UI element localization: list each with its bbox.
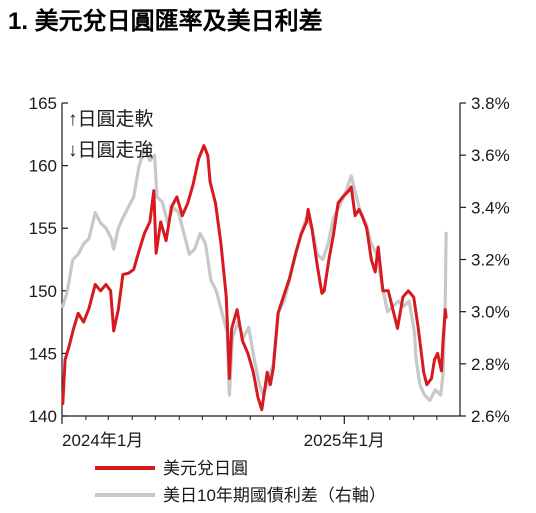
right-tick-label: 3.6% bbox=[471, 146, 510, 165]
legend-label-usdjpy: 美元兌日圓 bbox=[163, 459, 248, 478]
right-tick-label: 3.0% bbox=[471, 303, 510, 322]
left-tick-label: 150 bbox=[29, 282, 57, 301]
series-line-spread bbox=[61, 148, 448, 402]
left-tick-label: 155 bbox=[29, 219, 57, 238]
right-tick-label: 3.2% bbox=[471, 251, 510, 270]
right-tick-label: 3.8% bbox=[471, 94, 510, 113]
left-tick-label: 160 bbox=[29, 157, 57, 176]
series-layer bbox=[61, 144, 448, 412]
series-line-usdjpy bbox=[61, 144, 448, 412]
right-tick-label: 2.8% bbox=[471, 355, 510, 374]
legend: 美元兌日圓 美日10年期國債利差（右軸） bbox=[95, 459, 386, 505]
right-tick-label: 2.6% bbox=[471, 407, 510, 426]
right-tick-label: 3.4% bbox=[471, 198, 510, 217]
right-ticks: 2.6% 2.8% 3.0% 3.2% 3.4% 3.6% 3.8% bbox=[460, 94, 510, 426]
x-tick-label: 2025年1月 bbox=[304, 431, 385, 450]
legend-label-spread: 美日10年期國債利差（右軸） bbox=[163, 486, 386, 505]
x-tick-label: 2024年1月 bbox=[62, 431, 143, 450]
chart-title: 1. 美元兌日圓匯率及美日利差 bbox=[8, 7, 323, 35]
annotation-yen-weakens: ↑日圓走軟 bbox=[68, 108, 154, 130]
left-tick-label: 145 bbox=[29, 344, 57, 363]
annotation-yen-strengthens: ↓日圓走強 bbox=[68, 139, 154, 161]
left-ticks: 140 145 150 155 160 165 bbox=[29, 94, 68, 426]
left-tick-label: 165 bbox=[29, 94, 57, 113]
left-tick-label: 140 bbox=[29, 407, 57, 426]
x-ticks: 2024年1月 2025年1月 bbox=[61, 416, 438, 450]
